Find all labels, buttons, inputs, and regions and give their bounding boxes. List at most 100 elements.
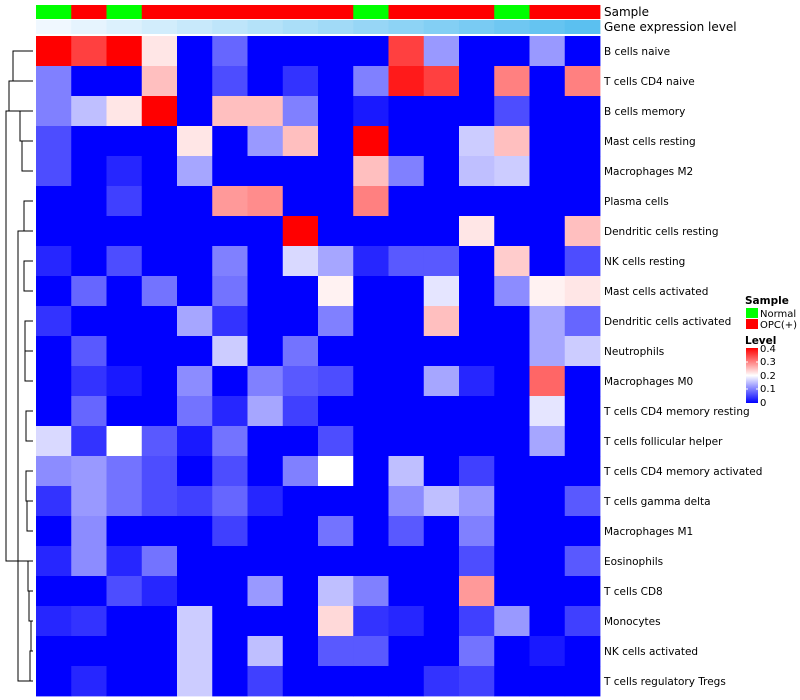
heatmap-cell xyxy=(36,426,72,457)
heatmap-cell xyxy=(494,516,530,547)
heatmap-cell xyxy=(282,216,319,247)
heatmap-cell xyxy=(459,576,495,607)
heatmap-cell xyxy=(212,186,248,217)
row-label: T cells CD8 xyxy=(603,586,663,598)
heatmap-cell xyxy=(71,336,107,367)
heatmap-cell xyxy=(529,546,566,577)
heatmap-cell xyxy=(141,156,178,187)
heatmap-cell xyxy=(141,636,178,667)
heatmap-cell xyxy=(282,666,319,697)
heatmap-cell xyxy=(71,396,107,427)
heatmap-cell xyxy=(318,306,354,337)
heatmap-cell xyxy=(423,636,460,667)
heatmap-cell xyxy=(282,276,319,307)
heatmap-cell xyxy=(423,126,460,157)
heatmap-cell xyxy=(494,126,530,157)
heatmap-cell xyxy=(212,126,248,157)
heatmap-cell xyxy=(459,546,495,577)
heatmap-cell xyxy=(459,396,495,427)
heatmap-cell xyxy=(388,396,425,427)
row-label: Plasma cells xyxy=(604,196,669,208)
heatmap-cell xyxy=(212,66,248,97)
heatmap-cell xyxy=(36,186,72,217)
heatmap-cell xyxy=(529,216,566,247)
heatmap-cell xyxy=(423,186,460,217)
heatmap-cell xyxy=(564,636,601,667)
heatmap-cell xyxy=(529,36,566,67)
heatmap-cell xyxy=(423,246,460,277)
heatmap-cell xyxy=(177,66,213,97)
heatmap-cell xyxy=(106,246,143,277)
heatmap-cell xyxy=(71,276,107,307)
heatmap-cell xyxy=(318,456,354,487)
heatmap-cell xyxy=(212,546,248,577)
level-color-bar xyxy=(746,348,758,403)
heatmap-cell xyxy=(529,606,566,637)
heatmap-cell xyxy=(177,336,213,367)
heatmap-cell xyxy=(247,366,284,397)
heatmap-cell xyxy=(247,126,284,157)
dendrogram-branch xyxy=(17,230,33,682)
heatmap-cell xyxy=(141,516,178,547)
sample-annotation-cell xyxy=(141,5,178,19)
heatmap-cell xyxy=(36,336,72,367)
heatmap-cell xyxy=(318,156,354,187)
heatmap-cell xyxy=(423,396,460,427)
heatmap-cell xyxy=(106,636,143,667)
heatmap-cell xyxy=(71,96,107,127)
heatmap-cell xyxy=(564,546,601,577)
heatmap-cell xyxy=(318,186,354,217)
sample-annotation-cell xyxy=(212,5,248,19)
heatmap-cell xyxy=(36,36,72,67)
sample-annotation-bar xyxy=(36,5,601,19)
heatmap-cell xyxy=(282,606,319,637)
heatmap-cell xyxy=(177,516,213,547)
sample-annotation-cell xyxy=(282,5,319,19)
dendrogram-branch xyxy=(12,50,33,82)
heatmap-cell xyxy=(71,636,107,667)
heatmap-cell xyxy=(423,516,460,547)
heatmap-cell xyxy=(388,576,425,607)
heatmap-cell xyxy=(529,366,566,397)
expression-level-annotation-bar xyxy=(36,20,601,34)
heatmap-cell xyxy=(388,126,425,157)
heatmap-cell xyxy=(388,366,425,397)
heatmap-cell xyxy=(141,246,178,277)
heatmap-cell xyxy=(106,666,143,697)
heatmap-cell xyxy=(282,336,319,367)
expression-level-annotation-cell xyxy=(36,20,72,34)
heatmap-cell xyxy=(564,606,601,637)
heatmap-cell xyxy=(141,36,178,67)
heatmap-cell xyxy=(212,606,248,637)
heatmap-cell xyxy=(494,276,530,307)
heatmap-cell xyxy=(388,666,425,697)
row-dendrogram xyxy=(5,50,33,682)
heatmap-cell xyxy=(494,636,530,667)
heatmap-cell xyxy=(459,306,495,337)
heatmap-cell xyxy=(212,576,248,607)
heatmap-cell xyxy=(318,516,354,547)
heatmap-cell xyxy=(459,126,495,157)
row-label: T cells CD4 naive xyxy=(603,76,695,88)
heatmap-cell xyxy=(71,486,107,517)
heatmap-cell xyxy=(247,666,284,697)
heatmap-cell xyxy=(388,636,425,667)
heatmap-cell xyxy=(247,486,284,517)
heatmap-cell xyxy=(247,186,284,217)
heatmap-cell xyxy=(282,486,319,517)
heatmap-cell xyxy=(71,126,107,157)
heatmap-cell xyxy=(177,306,213,337)
sample-annotation-cell xyxy=(247,5,284,19)
heatmap-cell xyxy=(459,606,495,637)
heatmap-cell xyxy=(459,246,495,277)
expression-level-annotation-label: Gene expression level xyxy=(604,20,737,34)
heatmap-cell xyxy=(36,96,72,127)
heatmap-cell xyxy=(459,96,495,127)
heatmap-cell xyxy=(459,456,495,487)
heatmap-cell xyxy=(141,126,178,157)
heatmap-cell xyxy=(318,216,354,247)
normal-legend-label: Normal xyxy=(760,309,796,320)
heatmap-cell xyxy=(106,546,143,577)
expression-level-annotation-cell xyxy=(177,20,213,34)
heatmap-cell xyxy=(247,456,284,487)
